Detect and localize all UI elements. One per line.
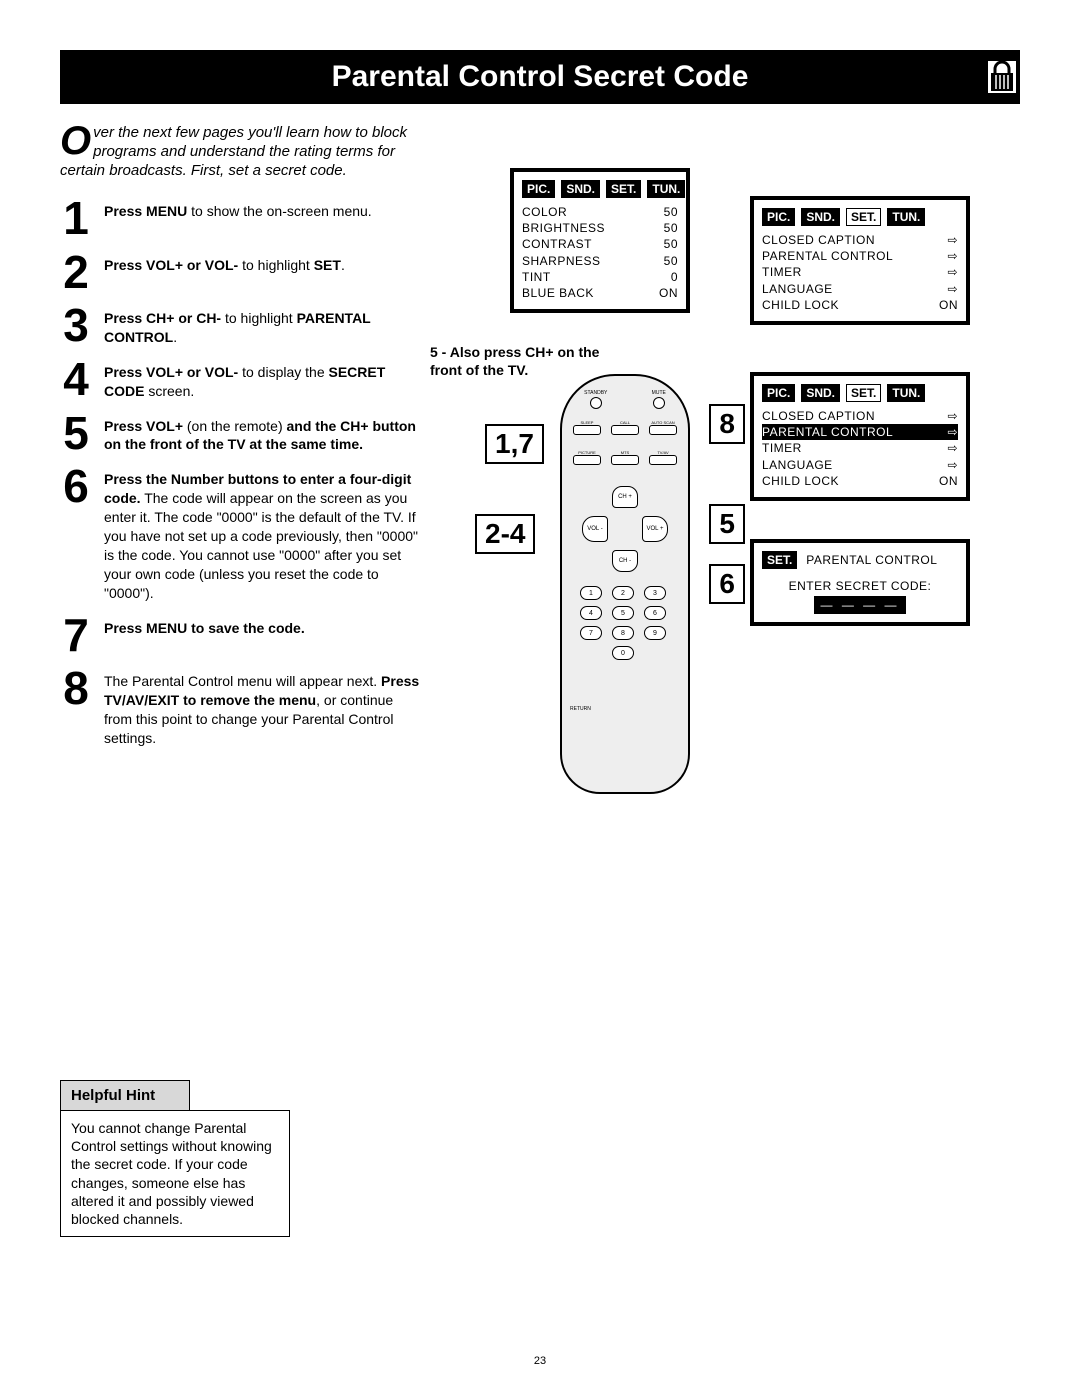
step-1: 1 Press MENU to show the on-screen menu. [60, 198, 420, 239]
callout-5: 5 [709, 504, 745, 544]
step-number: 8 [60, 668, 92, 709]
step-number: 2 [60, 252, 92, 293]
set-menu-screen-1: PIC. SND. SET. TUN. CLOSED CAPTION⇨PAREN… [750, 196, 970, 325]
number-pad: 123 456 789 0 [580, 586, 670, 660]
step-text: Press CH+ or CH- to highlight PARENTAL C… [104, 305, 420, 347]
ch-minus-button: CH - [612, 550, 638, 572]
step-text: Press MENU to save the code. [104, 615, 305, 638]
step-3: 3 Press CH+ or CH- to highlight PARENTAL … [60, 305, 420, 347]
code-dashes: — — — — [814, 596, 905, 614]
menu-row: SHARPNESS50 [522, 253, 678, 269]
step-text: Press VOL+ or VOL- to highlight SET. [104, 252, 345, 275]
menu-row: TIMER⇨ [762, 440, 958, 456]
lock-icon [988, 61, 1016, 93]
menu-row: TIMER⇨ [762, 264, 958, 280]
pic-menu-screen: PIC. SND. SET. TUN. COLOR50BRIGHTNESS50C… [510, 168, 690, 313]
intro-text: Over the next few pages you'll learn how… [60, 124, 420, 180]
step-7: 7 Press MENU to save the code. [60, 615, 420, 656]
vol-minus-button: VOL - [582, 516, 608, 542]
step-number: 4 [60, 359, 92, 400]
diagram-column: PIC. SND. SET. TUN. COLOR50BRIGHTNESS50C… [450, 124, 1020, 760]
callout-6: 6 [709, 564, 745, 604]
menu-row: CLOSED CAPTION⇨ [762, 408, 958, 424]
menu-row: LANGUAGE⇨ [762, 457, 958, 473]
tab-snd: SND. [561, 180, 600, 198]
step-text: Press the Number buttons to enter a four… [104, 466, 420, 602]
tab-pic: PIC. [522, 180, 555, 198]
menu-row: TINT0 [522, 269, 678, 285]
step-8: 8 The Parental Control menu will appear n… [60, 668, 420, 748]
step-text: The Parental Control menu will appear ne… [104, 668, 420, 748]
title-bar: Parental Control Secret Code [60, 50, 1020, 104]
step-text: Press MENU to show the on-screen menu. [104, 198, 372, 221]
hint-title: Helpful Hint [60, 1080, 190, 1110]
page-number: 23 [534, 1355, 546, 1367]
step-text: Press VOL+ or VOL- to display the SECRET… [104, 359, 420, 401]
step-text: Press VOL+ (on the remote) and the CH+ b… [104, 413, 420, 455]
menu-row: CONTRAST50 [522, 236, 678, 252]
step-6: 6 Press the Number buttons to enter a fou… [60, 466, 420, 602]
step-number: 1 [60, 198, 92, 239]
step-4: 4 Press VOL+ or VOL- to display the SECRE… [60, 359, 420, 401]
steps-list: 1 Press MENU to show the on-screen menu. 2… [60, 198, 420, 747]
menu-row: LANGUAGE⇨ [762, 281, 958, 297]
ch-plus-button: CH + [612, 486, 638, 508]
enter-code-label: ENTER SECRET CODE: [762, 579, 958, 593]
secret-code-screen: SET. PARENTAL CONTROL ENTER SECRET CODE:… [750, 539, 970, 626]
menu-row: PARENTAL CONTROL⇨ [762, 248, 958, 264]
remote-control: STANDBY MUTE SLEEP CALL AUTO SCAN PICTUR… [535, 374, 715, 814]
menu-row: CLOSED CAPTION⇨ [762, 232, 958, 248]
instructions-column: Over the next few pages you'll learn how… [60, 124, 420, 760]
menu-row: COLOR50 [522, 204, 678, 220]
callout-1-7: 1,7 [485, 424, 544, 464]
menu-row: CHILD LOCKON [762, 297, 958, 313]
step-number: 5 [60, 413, 92, 454]
step-2: 2 Press VOL+ or VOL- to highlight SET. [60, 252, 420, 293]
menu-row: BLUE BACKON [522, 285, 678, 301]
menu-row: PARENTAL CONTROL⇨ [762, 424, 958, 440]
set-menu-screen-2: PIC. SND. SET. TUN. CLOSED CAPTION⇨PAREN… [750, 372, 970, 501]
step-5: 5 Press VOL+ (on the remote) and the CH+ … [60, 413, 420, 455]
step-number: 7 [60, 615, 92, 656]
menu-row: BRIGHTNESS50 [522, 220, 678, 236]
step-number: 3 [60, 305, 92, 346]
vol-plus-button: VOL + [642, 516, 668, 542]
tab-set: SET. [606, 180, 641, 198]
menu-row: CHILD LOCKON [762, 473, 958, 489]
step-number: 6 [60, 466, 92, 507]
callout-8: 8 [709, 404, 745, 444]
page-title: Parental Control Secret Code [332, 60, 749, 93]
hint-body: You cannot change Parental Control setti… [60, 1110, 290, 1237]
tab-tun: TUN. [647, 180, 685, 198]
helpful-hint-box: Helpful Hint You cannot change Parental … [60, 1080, 290, 1237]
callout-2-4: 2-4 [475, 514, 535, 554]
